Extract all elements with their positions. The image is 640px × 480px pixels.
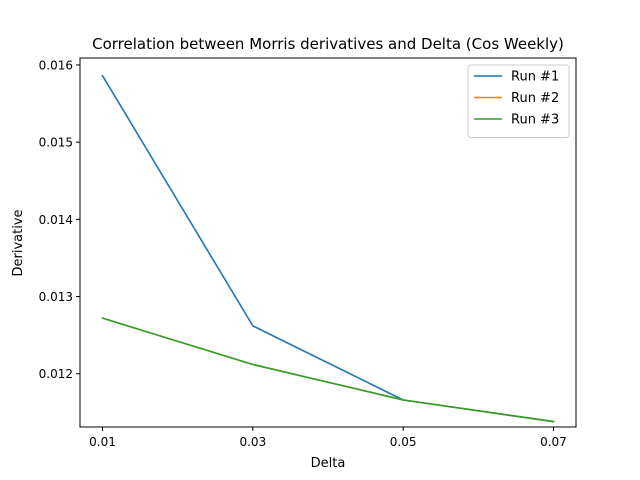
legend: Run #1 Run #2 Run #3 bbox=[467, 64, 570, 138]
legend-label-3: Run #3 bbox=[511, 113, 559, 128]
y-tick-label: 0.015 bbox=[39, 136, 73, 150]
plot-frame bbox=[79, 57, 577, 428]
plot-lines bbox=[101, 74, 555, 423]
y-axis-label: Derivative bbox=[11, 209, 26, 276]
series-line-3 bbox=[101, 317, 555, 423]
x-tick-label: 0.07 bbox=[540, 435, 567, 449]
y-axis: 0.012 0.013 0.014 0.015 0.016 bbox=[39, 58, 80, 381]
y-tick-label: 0.012 bbox=[39, 367, 73, 381]
chart-title: Correlation between Morris derivatives a… bbox=[92, 35, 564, 53]
x-tick-label: 0.01 bbox=[89, 435, 116, 449]
x-tick-label: 0.03 bbox=[239, 435, 266, 449]
x-axis: 0.01 0.03 0.05 0.07 bbox=[89, 427, 567, 449]
y-tick-label: 0.016 bbox=[39, 58, 73, 72]
x-tick-label: 0.05 bbox=[390, 435, 417, 449]
y-tick-label: 0.014 bbox=[39, 213, 73, 227]
x-axis-label: Delta bbox=[311, 456, 346, 471]
legend-label-2: Run #2 bbox=[511, 91, 559, 106]
y-tick-label: 0.013 bbox=[39, 290, 73, 304]
legend-label-1: Run #1 bbox=[511, 70, 559, 85]
